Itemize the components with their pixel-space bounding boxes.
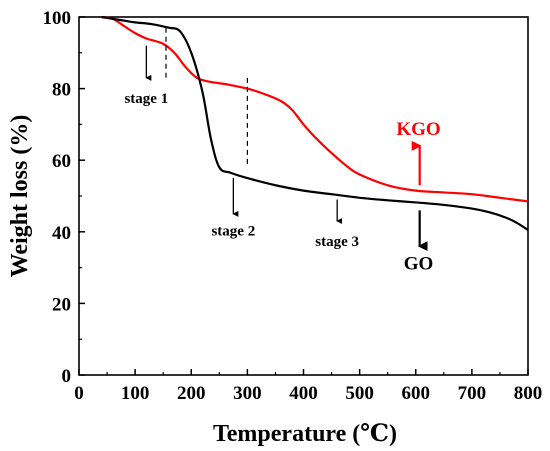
x-tick-label: 800	[514, 383, 543, 404]
x-axis-title: Temperature (℃)	[213, 421, 397, 447]
series-label-kgo: KGO	[396, 119, 440, 140]
series-line-go	[101, 15, 529, 231]
y-axis-title: Weight loss (%)	[7, 115, 33, 278]
stage-label: stage 2	[211, 223, 255, 239]
x-tick-label: 200	[177, 383, 206, 404]
series-line-kgo	[101, 15, 529, 203]
stage-label: stage 3	[315, 234, 359, 250]
stage-label: stage 1	[124, 91, 168, 107]
y-axis: 0 20 40 60 80 100	[43, 8, 85, 387]
y-tick-label: 100	[43, 8, 72, 29]
x-axis: 0 100 200 300 400 500 600 700 800	[74, 369, 542, 404]
x-tick-label: 700	[458, 383, 487, 404]
y-tick-label: 80	[52, 80, 71, 101]
series-lines	[101, 15, 529, 231]
x-tick-label: 100	[121, 383, 150, 404]
y-tick-label: 0	[62, 366, 72, 387]
x-tick-label: 600	[402, 383, 431, 404]
y-tick-label: 60	[52, 151, 71, 172]
x-tick-label: 300	[233, 383, 262, 404]
x-tick-label: 0	[74, 383, 84, 404]
x-tick-label: 400	[289, 383, 318, 404]
series-label-go: GO	[404, 253, 434, 274]
y-tick-label: 40	[52, 223, 71, 244]
annotations: stage 1 stage 2 stage 3 KGO GO	[124, 27, 441, 274]
y-tick-label: 20	[52, 294, 71, 315]
x-tick-label: 500	[345, 383, 374, 404]
